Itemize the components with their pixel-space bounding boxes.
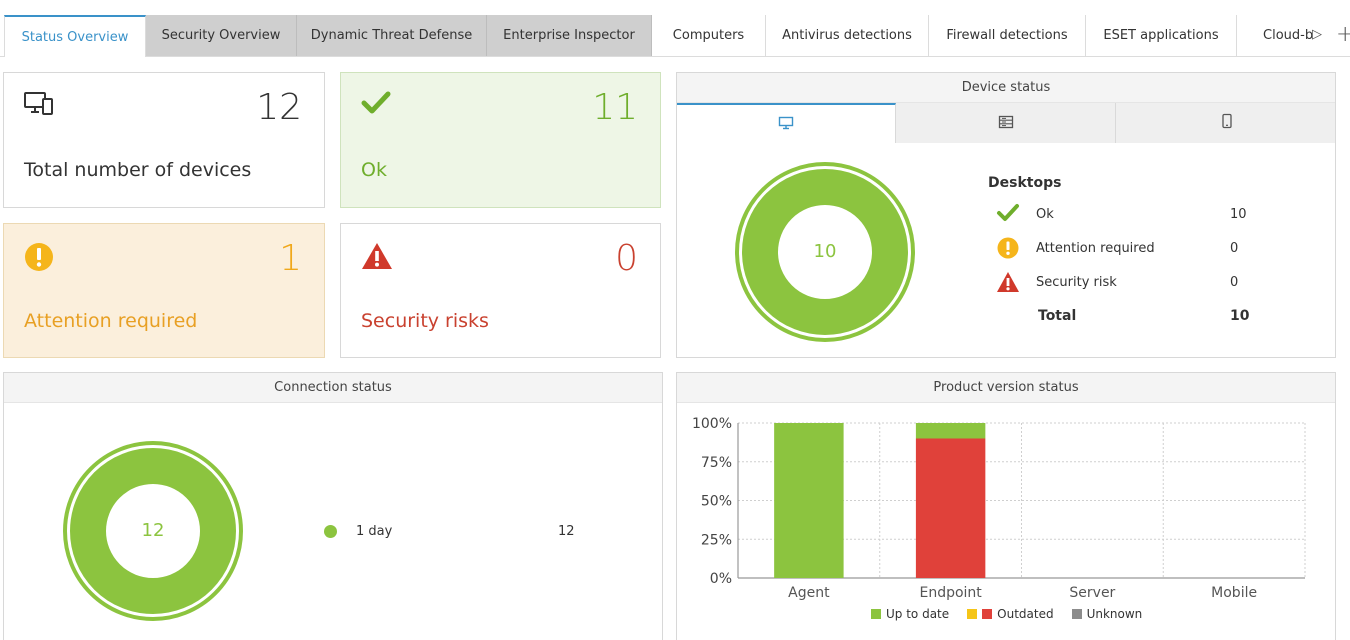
legend-ok-value: 10: [1230, 207, 1247, 222]
legend-attention-value: 0: [1230, 241, 1239, 256]
desktops-section-title: Desktops: [988, 175, 1062, 191]
legend-unknown[interactable]: Unknown: [1071, 607, 1143, 621]
legend-ok-label: Ok: [1036, 207, 1054, 222]
desktops-donut-chart: [735, 162, 915, 342]
y-tick-label: 25%: [701, 532, 732, 548]
legend-row-ok: Ok 10: [988, 203, 1268, 227]
connection-status-title: Connection status: [4, 373, 662, 403]
add-tab-icon[interactable]: +: [1336, 22, 1350, 47]
legend-up-to-date[interactable]: Up to date: [871, 607, 949, 621]
bar-agent-up-to-date: [774, 423, 844, 578]
check-icon: [361, 91, 391, 119]
legend-total-value: 10: [1230, 308, 1250, 324]
total-devices-count: 12: [256, 87, 302, 128]
tab-status-overview[interactable]: Status Overview: [4, 15, 146, 57]
ok-count: 11: [592, 87, 638, 128]
attention-count: 1: [279, 238, 302, 279]
legend-swatch-unknown: [1071, 609, 1082, 619]
tab-firewall-detections[interactable]: Firewall detections: [929, 15, 1086, 56]
tab-enterprise-inspector[interactable]: Enterprise Inspector: [487, 15, 652, 56]
alert-triangle-icon: [996, 271, 1020, 297]
device-type-tabs: [677, 103, 1335, 143]
legend-1-day-label: 1 day: [356, 524, 393, 539]
y-tick-label: 0%: [710, 571, 732, 587]
tab-eset-applications[interactable]: ESET applications: [1086, 15, 1237, 56]
devices-icon: [24, 91, 54, 121]
mobile-icon: [1221, 113, 1233, 133]
legend-unknown-label: Unknown: [1086, 607, 1143, 621]
x-tick-label: Mobile: [1211, 585, 1257, 601]
security-risks-count: 0: [615, 238, 638, 279]
tab-servers[interactable]: [896, 103, 1116, 143]
tab-security-overview[interactable]: Security Overview: [146, 15, 297, 56]
product-version-chart: 0% 25% 50% 75% 100% Agent Endpoint Server Mobile: [692, 416, 1306, 601]
device-status-title: Device status: [677, 73, 1335, 103]
x-tick-label: Server: [1069, 585, 1115, 601]
legend-swatch-yellow: [967, 609, 978, 619]
total-devices-label: Total number of devices: [24, 159, 252, 181]
attention-card[interactable]: 1 Attention required: [3, 223, 325, 358]
tab-mobile[interactable]: [1116, 103, 1337, 143]
ok-label: Ok: [361, 159, 387, 181]
legend-row-attention: Attention required 0: [988, 237, 1268, 261]
ok-card[interactable]: 11 Ok: [340, 72, 661, 208]
legend-attention-label: Attention required: [1036, 241, 1155, 256]
tab-dynamic-threat-defense[interactable]: Dynamic Threat Defense: [297, 15, 487, 56]
device-status-panel: Device status 10 Desktops: [676, 72, 1336, 358]
product-version-panel: Product version status 0% 25% 50% 75% 100% Ag…: [676, 372, 1336, 640]
y-tick-label: 100%: [692, 416, 732, 432]
tab-scroll-right-icon[interactable]: ▷: [1312, 27, 1322, 42]
desktops-donut-value: 10: [813, 241, 837, 262]
legend-1-day-value: 12: [558, 524, 575, 539]
legend-dot-1-day: [324, 525, 337, 538]
product-version-title: Product version status: [677, 373, 1335, 403]
tab-cloud-based[interactable]: Cloud-b: [1263, 28, 1313, 43]
warning-circle-icon: [24, 242, 54, 276]
security-risks-label: Security risks: [361, 310, 489, 332]
check-icon: [996, 203, 1020, 227]
tab-antivirus-detections[interactable]: Antivirus detections: [766, 15, 929, 56]
legend-swatch-up-to-date: [871, 609, 881, 619]
attention-label: Attention required: [24, 310, 198, 332]
tab-desktops[interactable]: [677, 103, 896, 143]
connection-status-panel: Connection status 12 1 day 12: [3, 372, 663, 640]
connection-donut-chart: [63, 441, 243, 621]
warning-circle-icon: [997, 237, 1019, 263]
connection-donut-value: 12: [141, 520, 165, 541]
x-tick-label: Agent: [788, 585, 830, 601]
legend-security-risk-label: Security risk: [1036, 275, 1117, 290]
bar-endpoint-up-to-date: [915, 423, 986, 439]
y-tick-label: 50%: [701, 494, 732, 510]
tab-bar: Status Overview Security Overview Dynami…: [0, 15, 1350, 57]
tab-computers[interactable]: Computers: [652, 15, 766, 56]
legend-row-total: Total 10: [988, 305, 1268, 329]
legend-up-to-date-label: Up to date: [886, 607, 950, 621]
legend-total-label: Total: [1038, 308, 1077, 324]
desktop-icon: [778, 115, 794, 134]
x-tick-label: Endpoint: [919, 585, 982, 601]
legend-row-security-risk: Security risk 0: [988, 271, 1268, 295]
total-devices-card[interactable]: 12 Total number of devices: [3, 72, 325, 208]
legend-swatch-outdated: [982, 609, 993, 619]
server-icon: [998, 114, 1014, 133]
legend-outdated[interactable]: Outdated: [967, 607, 1054, 621]
bar-endpoint-outdated: [915, 438, 986, 578]
alert-triangle-icon: [361, 242, 393, 274]
security-risks-card[interactable]: 0 Security risks: [340, 223, 661, 358]
y-tick-label: 75%: [701, 455, 732, 471]
product-version-legend: Up to date Outdated Unknown: [871, 607, 1142, 621]
legend-security-risk-value: 0: [1230, 275, 1239, 290]
legend-outdated-label: Outdated: [997, 607, 1054, 621]
